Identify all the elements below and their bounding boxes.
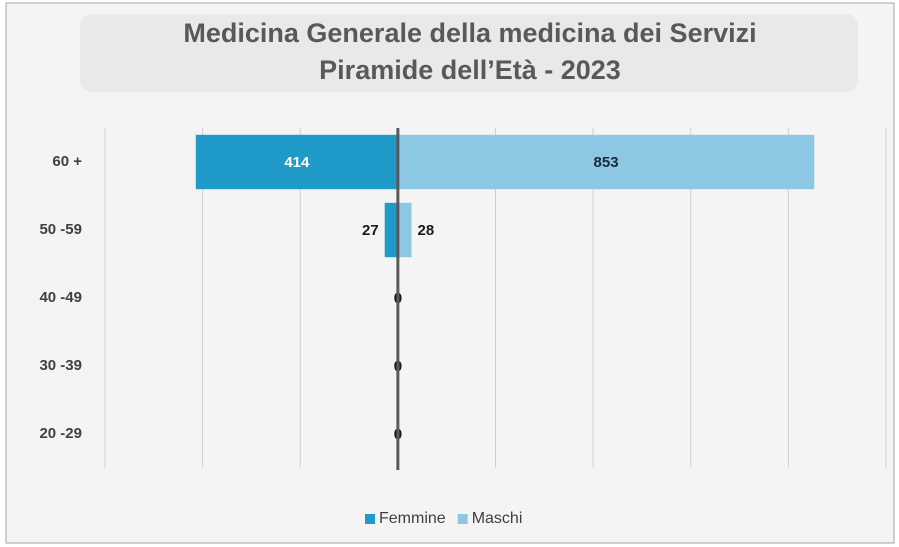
legend-label: Maschi (472, 510, 523, 527)
legend-label: Femmine (379, 510, 446, 527)
chart-background (5, 2, 895, 544)
bar (195, 134, 398, 190)
data-label: 28 (418, 222, 435, 239)
legend-swatch (365, 514, 375, 524)
bar (397, 202, 412, 258)
data-label: 853 (594, 154, 619, 171)
data-label: 414 (284, 154, 310, 171)
y-tick-label: 60 + (52, 153, 82, 170)
bar (384, 202, 398, 258)
y-tick-label: 20 -29 (39, 425, 82, 442)
title-box (80, 14, 858, 92)
legend-swatch (457, 514, 468, 524)
data-label: 27 (362, 222, 379, 239)
y-tick-label: 30 -39 (39, 357, 82, 374)
chart-subtitle: Piramide dell’Età - 2023 (319, 55, 621, 85)
chart-title: Medicina Generale della medicina dei Ser… (183, 18, 756, 48)
y-tick-label: 40 -49 (39, 289, 82, 306)
y-tick-label: 50 -59 (39, 221, 82, 238)
bar (397, 134, 815, 190)
